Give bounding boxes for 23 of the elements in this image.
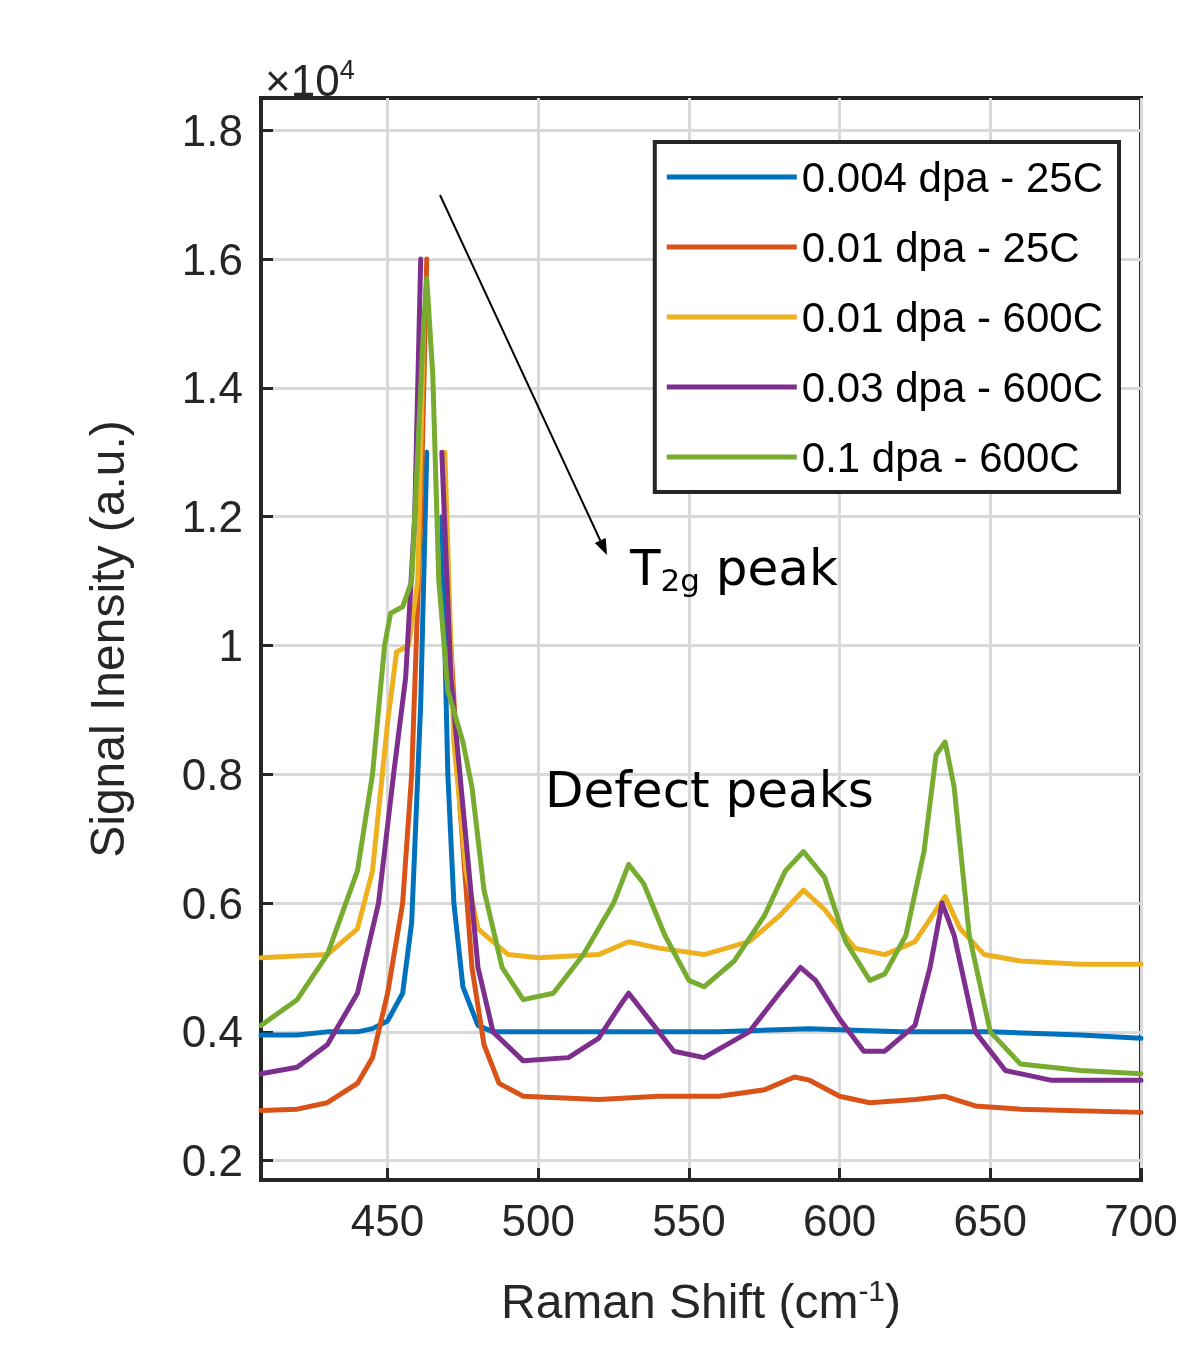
y-tick-label: 1 — [218, 620, 243, 670]
x-tick-label: 550 — [652, 1195, 726, 1245]
y-tick-label: 0.8 — [181, 749, 243, 799]
legend-label: 0.01 dpa - 25C — [801, 223, 1080, 271]
y-tick-label: 1.8 — [181, 105, 243, 155]
y-tick-label: 0.6 — [181, 878, 243, 928]
annotation: T2g peak — [629, 539, 838, 598]
y-tick-label: 0.4 — [181, 1007, 243, 1057]
x-tick-label: 600 — [802, 1195, 877, 1245]
y-tick-label: 1.6 — [181, 234, 243, 284]
y-tick-label: 0.2 — [181, 1136, 243, 1186]
y-tick-label: 1.4 — [181, 363, 243, 413]
x-tick-label: 450 — [350, 1195, 425, 1245]
annotation: Defect peaks — [545, 761, 874, 819]
legend-label: 0.03 dpa - 600C — [801, 363, 1103, 411]
x-tick-label: 700 — [1104, 1195, 1178, 1245]
x-tick-label: 650 — [953, 1195, 1028, 1245]
y-tick-label: 1.2 — [181, 492, 243, 542]
y-axis-title: Signal Inensity (a.u.) — [80, 420, 134, 858]
legend-label: 0.1 dpa - 600C — [801, 433, 1080, 481]
x-tick-label: 500 — [501, 1195, 575, 1245]
legend-label: 0.01 dpa - 600C — [801, 293, 1103, 341]
legend-label: 0.004 dpa - 25C — [801, 153, 1103, 201]
